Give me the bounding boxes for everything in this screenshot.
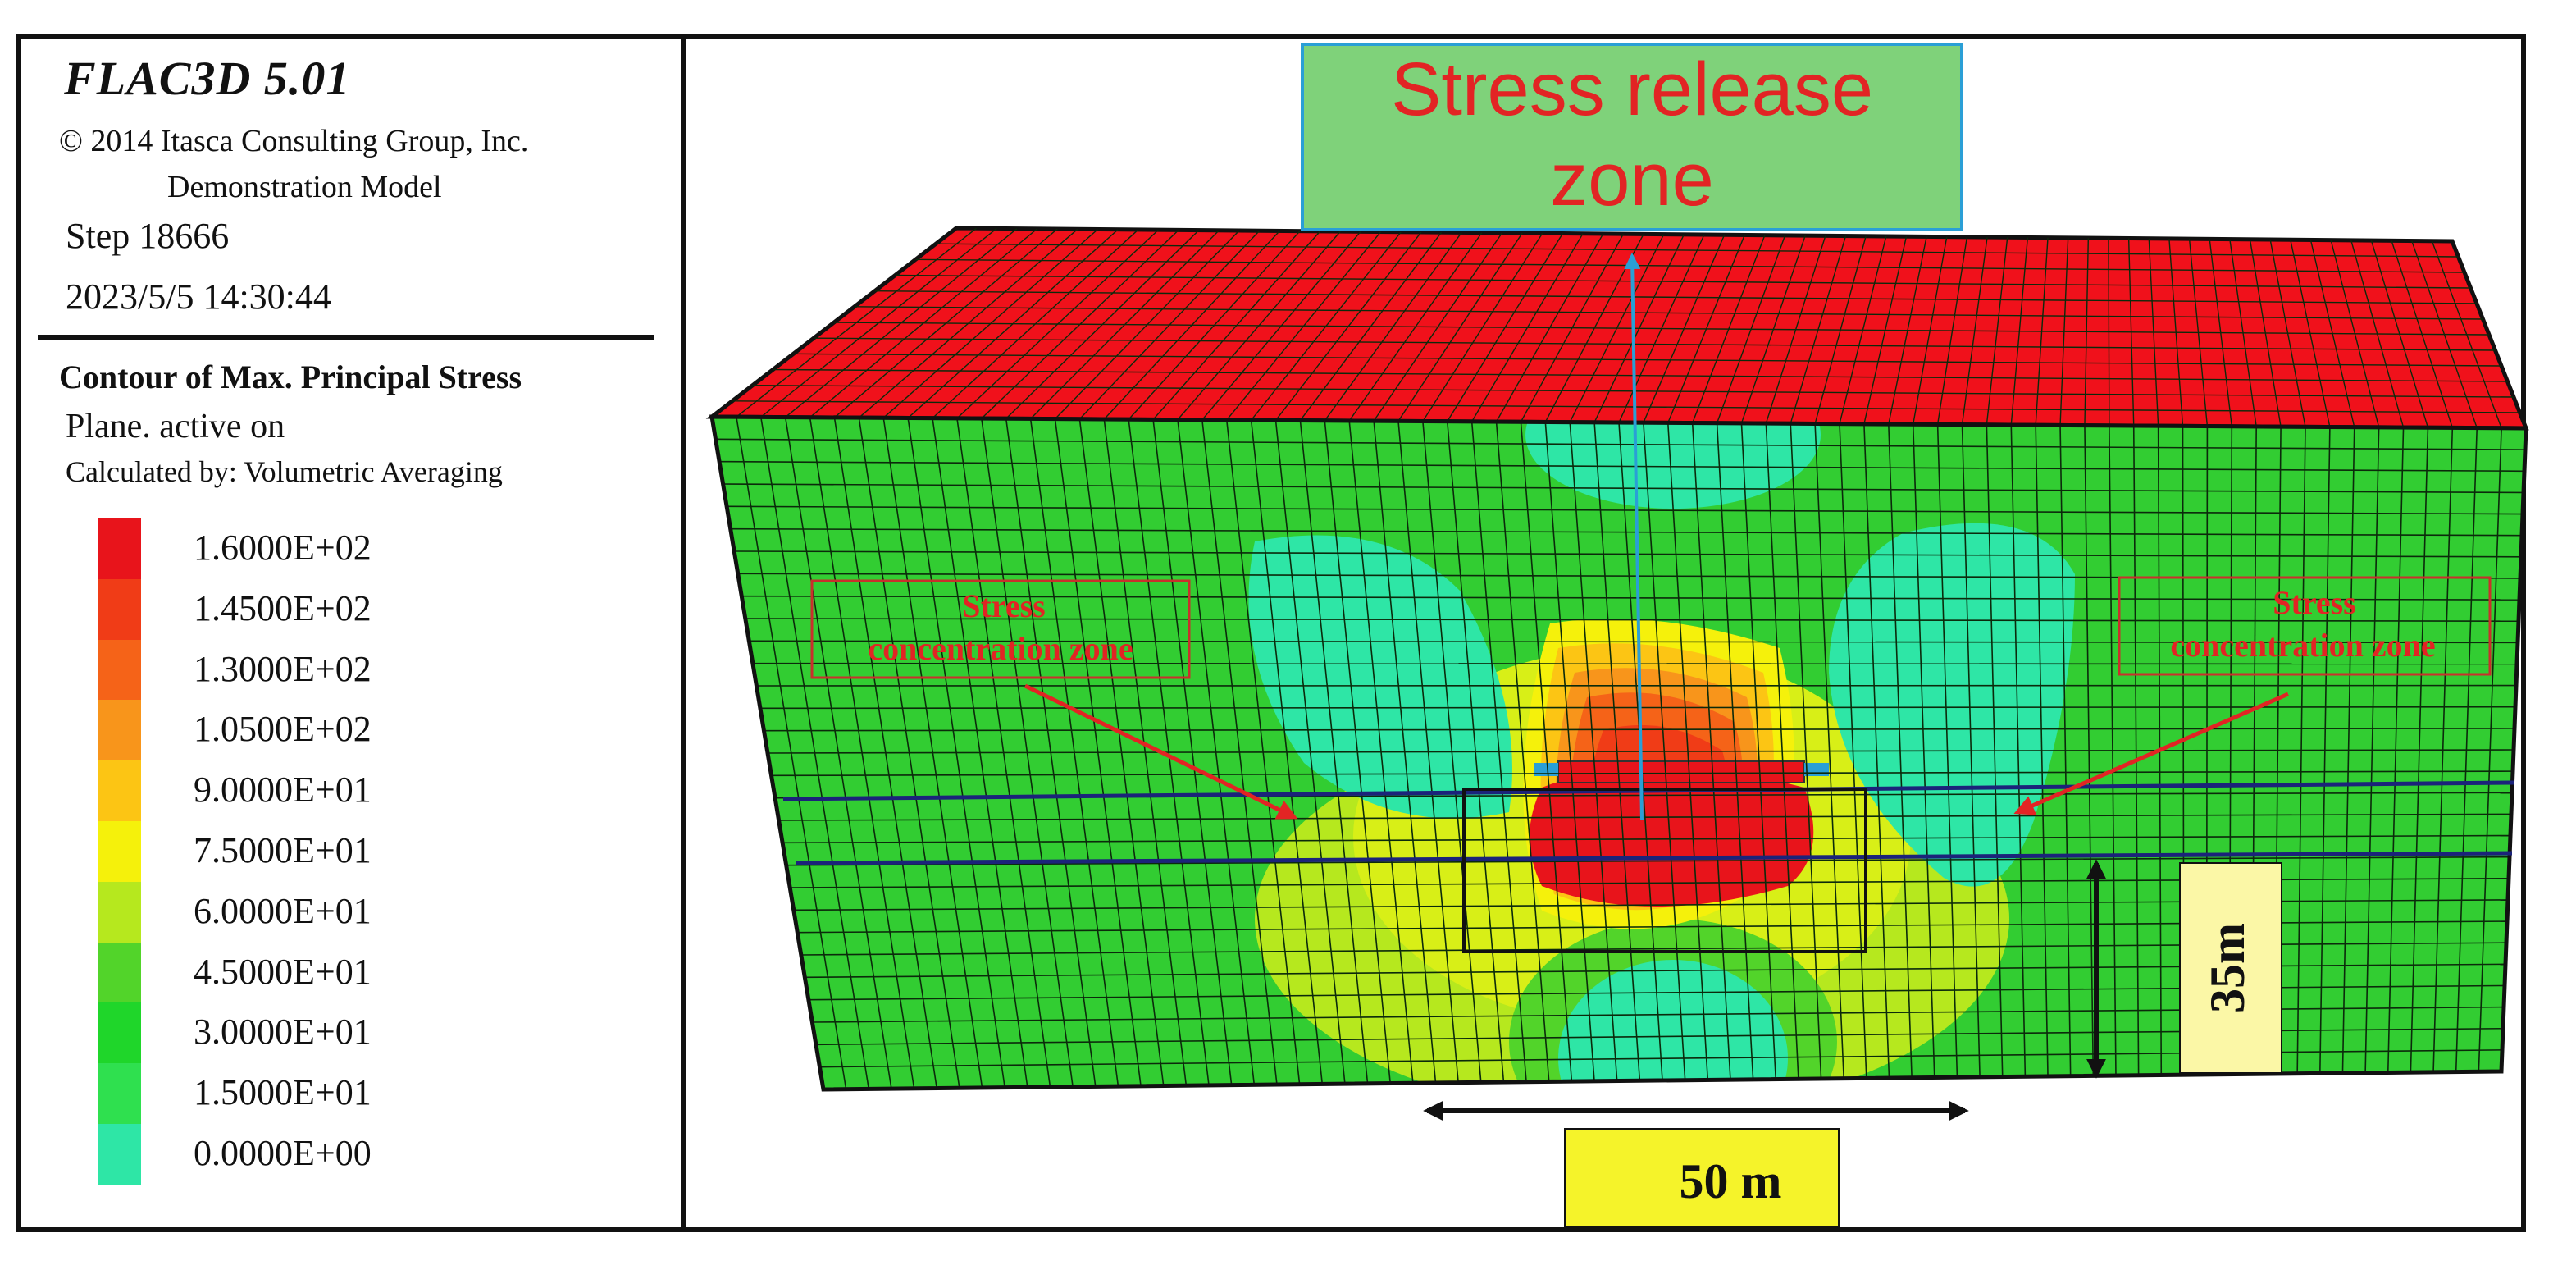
mesh-line (895, 274, 2471, 289)
width-scale-box (1564, 1128, 1840, 1228)
contour-title: Contour of Max. Principal Stress (59, 358, 522, 395)
left-zone-box (810, 579, 1191, 679)
legend-label: 1.0500E+02 (194, 709, 372, 750)
mesh-line (734, 550, 2522, 558)
step-counter: Step 18666 (66, 216, 230, 256)
working-face-box (1462, 788, 1867, 953)
legend-swatch (98, 942, 141, 1003)
legend-label: 1.6000E+02 (194, 527, 372, 568)
app-title: FLAC3D 5.01 (64, 52, 351, 105)
mesh-line (759, 706, 2516, 710)
legend-swatch (98, 578, 141, 640)
legend-label: 1.5000E+01 (194, 1072, 372, 1113)
left-cyan-zone (1248, 535, 1512, 819)
legend-label: 9.0000E+01 (194, 770, 372, 811)
header-divider (38, 335, 654, 340)
mesh-line (727, 505, 2524, 515)
mesh-line (786, 856, 2510, 866)
panel-divider (681, 34, 686, 1232)
legend-label: 7.5000E+01 (194, 830, 372, 870)
mesh-line (793, 353, 2502, 367)
legend-swatch (98, 820, 141, 882)
calculation-method: Calculated by: Volumetric Averaging (66, 455, 503, 488)
legend-label: 1.4500E+02 (194, 587, 372, 628)
legend-label: 1.3000E+02 (194, 648, 372, 689)
legend-swatch (98, 881, 141, 943)
figure-frame (16, 34, 2526, 1232)
legend-color-bar (98, 518, 141, 1185)
mesh-line (749, 640, 2519, 644)
mesh-line (719, 460, 2525, 473)
mesh-line (915, 258, 2465, 273)
right-zone-arrow (2013, 692, 2289, 815)
top-mesh (732, 228, 2520, 428)
front-face (712, 417, 2526, 1089)
mesh-line (782, 834, 2511, 844)
right-cyan-zone (1829, 523, 2075, 887)
legend-label: 0.0000E+00 (194, 1133, 372, 1173)
copyright-text: © 2014 Itasca Consulting Group, Inc. (59, 124, 529, 158)
mesh-line (936, 243, 2459, 258)
release-arrow (1624, 253, 1644, 821)
width-scale-label: 50 m (1680, 1154, 1782, 1208)
height-scale-label: 35m (2200, 923, 2255, 1013)
model-name: Demonstration Model (167, 170, 442, 204)
mesh-line (715, 438, 2526, 450)
mesh-line (778, 813, 2512, 821)
mesh-line (730, 527, 2523, 537)
mesh-line (814, 337, 2496, 351)
left-zone-line1: Stress (962, 587, 1045, 624)
legend-swatch (98, 639, 141, 701)
left-zone-line2: concentration zone (868, 630, 1133, 667)
legend-swatch (98, 1063, 141, 1124)
legend-label: 3.0000E+01 (194, 1012, 372, 1053)
mesh-line (723, 483, 2524, 494)
mesh-line (745, 618, 2519, 623)
right-zone-line1: Stress (2273, 584, 2355, 621)
mesh-line (833, 322, 2490, 336)
high-stress-red-zone (1530, 767, 1814, 907)
legend-swatch (98, 760, 141, 821)
release-zone-box (1301, 43, 1963, 231)
legend-label: 6.0000E+01 (194, 890, 372, 931)
plane-status: Plane. active on (66, 408, 285, 445)
release-zone-line2: zone (1550, 138, 1714, 221)
legend-swatch (98, 1123, 141, 1185)
mesh-line (854, 306, 2483, 320)
legend-label: 4.5000E+01 (194, 951, 372, 992)
front-face-outline (709, 414, 2528, 1092)
legend-swatch (98, 518, 141, 579)
legend-swatch (98, 1002, 141, 1064)
seam-line-lower (795, 851, 2513, 865)
left-zone-arrow (1024, 683, 1298, 820)
right-zone-line2: concentration zone (2170, 627, 2435, 664)
mesh-line (773, 368, 2508, 382)
release-zone-line1: Stress release (1391, 48, 1873, 131)
height-scale-box (2179, 862, 2282, 1074)
mesh-line (732, 400, 2520, 413)
mesh-line (741, 595, 2520, 601)
right-zone-box (2118, 576, 2492, 676)
timestamp: 2023/5/5 14:30:44 (66, 276, 331, 317)
legend-swatch (98, 700, 141, 761)
top-cyan-zone (1525, 417, 1821, 509)
mesh-line (874, 290, 2478, 304)
